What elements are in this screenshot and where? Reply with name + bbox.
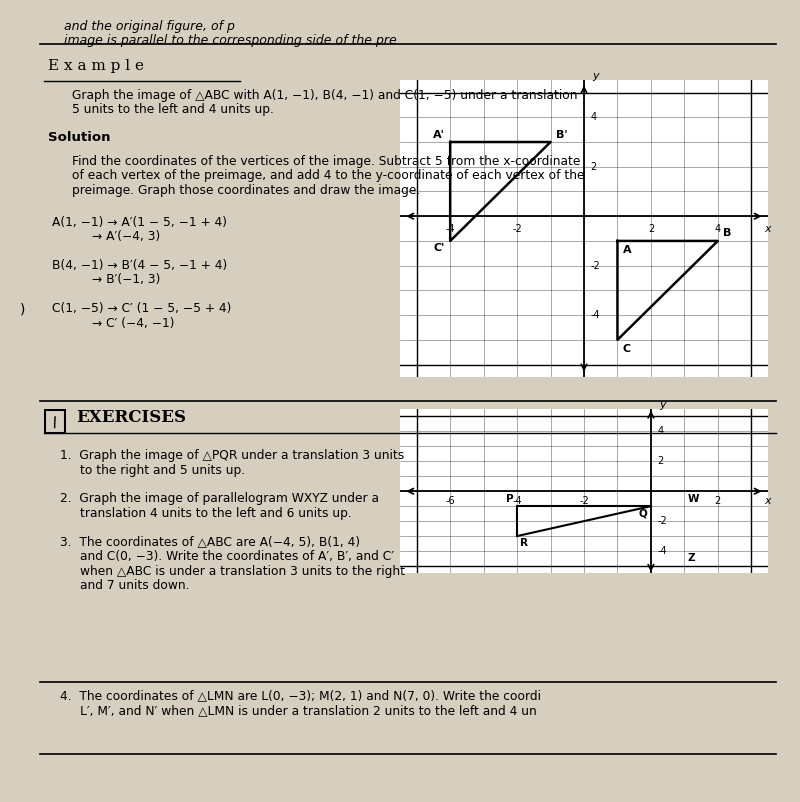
Text: 2.  Graph the image of parallelogram WXYZ under a: 2. Graph the image of parallelogram WXYZ… [60, 492, 379, 505]
Text: L′, M′, and N′ when △LMN is under a translation 2 units to the left and 4 un: L′, M′, and N′ when △LMN is under a tran… [80, 704, 537, 717]
Text: E x a m p l e: E x a m p l e [48, 59, 144, 72]
Text: x: x [765, 224, 771, 233]
Text: -2: -2 [658, 516, 667, 526]
Text: A': A' [434, 130, 445, 140]
Text: -4: -4 [512, 496, 522, 506]
Text: and 7 units down.: and 7 units down. [80, 579, 190, 592]
Text: -2: -2 [579, 496, 589, 506]
Text: 3.  The coordinates of △ABC are A(−4, 5), B(1, 4): 3. The coordinates of △ABC are A(−4, 5),… [60, 536, 360, 549]
Text: -4: -4 [590, 310, 600, 320]
Text: y: y [592, 71, 599, 82]
Text: y: y [659, 399, 666, 410]
Text: 4: 4 [590, 112, 597, 122]
Text: Solution: Solution [48, 131, 110, 144]
Text: and the original figure, of p: and the original figure, of p [64, 20, 235, 33]
Text: R: R [521, 538, 529, 549]
Text: EXERCISES: EXERCISES [76, 409, 186, 426]
Text: to the right and 5 units up.: to the right and 5 units up. [80, 464, 245, 476]
Text: image is parallel to the corresponding side of the pre: image is parallel to the corresponding s… [64, 34, 397, 47]
Text: C(1, −5) → C′ (1 − 5, −5 + 4): C(1, −5) → C′ (1 − 5, −5 + 4) [52, 302, 231, 315]
Text: preimage. Graph those coordinates and draw the image.: preimage. Graph those coordinates and dr… [72, 184, 420, 196]
Text: -4: -4 [446, 224, 455, 233]
Text: ): ) [20, 302, 26, 316]
Text: A: A [622, 245, 631, 255]
Text: /: / [51, 415, 59, 429]
Text: 4: 4 [658, 427, 664, 436]
Text: Q: Q [639, 508, 647, 518]
Text: C': C' [434, 244, 445, 253]
Text: 5 units to the left and 4 units up.: 5 units to the left and 4 units up. [72, 103, 274, 116]
Text: 2: 2 [658, 456, 664, 466]
Text: and C(0, −3). Write the coordinates of A′, B′, and C′: and C(0, −3). Write the coordinates of A… [80, 550, 394, 563]
Text: 2: 2 [648, 224, 654, 233]
Text: → B′(−1, 3): → B′(−1, 3) [92, 273, 160, 286]
Text: → A′(−4, 3): → A′(−4, 3) [92, 230, 160, 243]
Text: -2: -2 [590, 261, 601, 270]
Text: Z: Z [688, 553, 695, 563]
Text: W: W [688, 494, 699, 504]
Text: B: B [723, 229, 731, 238]
Text: of each vertex of the preimage, and add 4 to the y-coordinate of each vertex of : of each vertex of the preimage, and add … [72, 169, 585, 182]
Text: x: x [765, 496, 771, 506]
Text: B': B' [555, 130, 567, 140]
Text: Find the coordinates of the vertices of the image. Subtract 5 from the x-coordin: Find the coordinates of the vertices of … [72, 155, 580, 168]
Text: 4.  The coordinates of △LMN are L(0, −3); M(2, 1) and N(7, 0). Write the coordi: 4. The coordinates of △LMN are L(0, −3);… [60, 690, 541, 703]
Text: Graph the image of △ABC with A(1, −1), B(4, −1) and C(1, −5) under a translation: Graph the image of △ABC with A(1, −1), B… [72, 89, 578, 102]
Text: -2: -2 [512, 224, 522, 233]
Text: B(4, −1) → B′(4 − 5, −1 + 4): B(4, −1) → B′(4 − 5, −1 + 4) [52, 259, 227, 272]
Text: 4: 4 [714, 224, 721, 233]
Text: 2: 2 [590, 162, 597, 172]
Text: -6: -6 [446, 496, 455, 506]
Text: translation 4 units to the left and 6 units up.: translation 4 units to the left and 6 un… [80, 507, 352, 520]
Text: P: P [506, 494, 514, 504]
Text: → C′ (−4, −1): → C′ (−4, −1) [92, 317, 174, 330]
Text: when △ABC is under a translation 3 units to the right: when △ABC is under a translation 3 units… [80, 565, 405, 577]
Text: 2: 2 [714, 496, 721, 506]
Text: 1.  Graph the image of △PQR under a translation 3 units: 1. Graph the image of △PQR under a trans… [60, 449, 404, 462]
Text: A(1, −1) → A′(1 − 5, −1 + 4): A(1, −1) → A′(1 − 5, −1 + 4) [52, 216, 227, 229]
Text: -4: -4 [658, 546, 667, 556]
Text: C: C [622, 343, 630, 354]
